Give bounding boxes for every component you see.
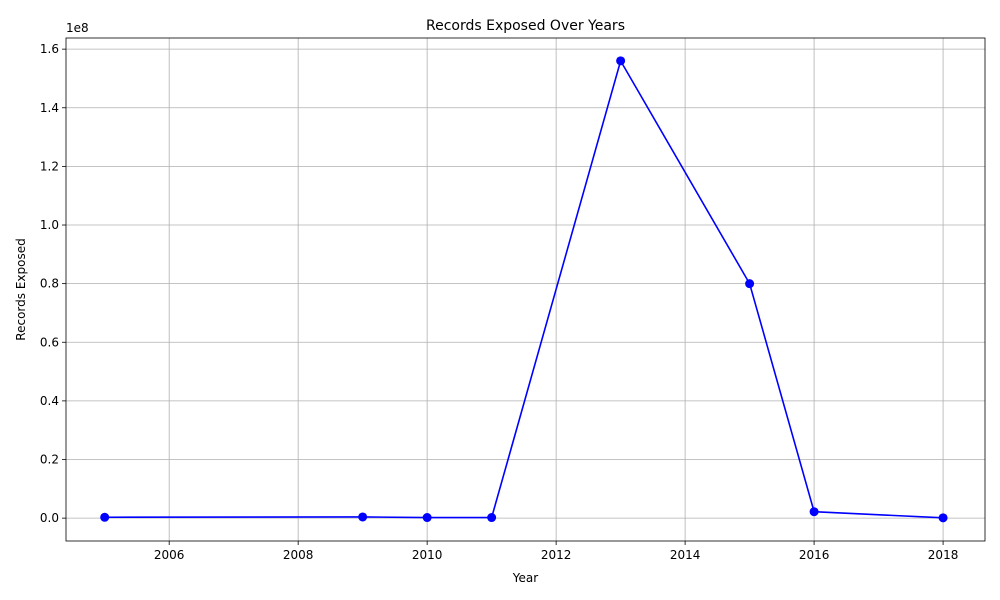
data-point <box>487 513 497 523</box>
x-tick-label: 2012 <box>541 548 572 562</box>
y-tick-label: 0.2 <box>40 453 59 467</box>
data-point <box>745 279 755 289</box>
data-point <box>616 56 626 66</box>
x-tick-label: 2018 <box>928 548 959 562</box>
data-point <box>809 507 819 517</box>
x-tick-label: 2016 <box>799 548 830 562</box>
y-tick-label: 1.6 <box>40 42 59 56</box>
data-point <box>938 513 948 523</box>
x-tick-label: 2008 <box>283 548 314 562</box>
series-line <box>104 58 944 519</box>
series-layer <box>100 56 948 523</box>
x-tick-label: 2014 <box>670 548 701 562</box>
data-point <box>358 512 368 522</box>
x-tick-label: 2006 <box>154 548 185 562</box>
y-offset-text: 1e8 <box>66 21 89 35</box>
data-point <box>100 512 110 522</box>
y-tick-label: 1.2 <box>40 159 59 173</box>
plot-frame <box>65 37 986 542</box>
y-tick-label: 0.6 <box>40 335 59 349</box>
x-tick-label: 2010 <box>412 548 443 562</box>
y-tick-label: 0.8 <box>40 277 59 291</box>
axis-ticks: 2006 2008 2010 2012 2014 2016 2018 0.0 0.2 0.4 0.6… <box>40 42 958 562</box>
grid-lines <box>66 38 985 541</box>
y-tick-label: 1.4 <box>40 101 59 115</box>
data-point <box>422 513 432 523</box>
y-axis-label: Records Exposed <box>14 238 28 340</box>
chart-title: Records Exposed Over Years <box>426 18 625 34</box>
y-tick-label: 0.4 <box>40 394 59 408</box>
y-tick-label: 0.0 <box>40 511 59 525</box>
y-tick-label: 1.0 <box>40 218 59 232</box>
x-axis-label: Year <box>512 571 538 585</box>
